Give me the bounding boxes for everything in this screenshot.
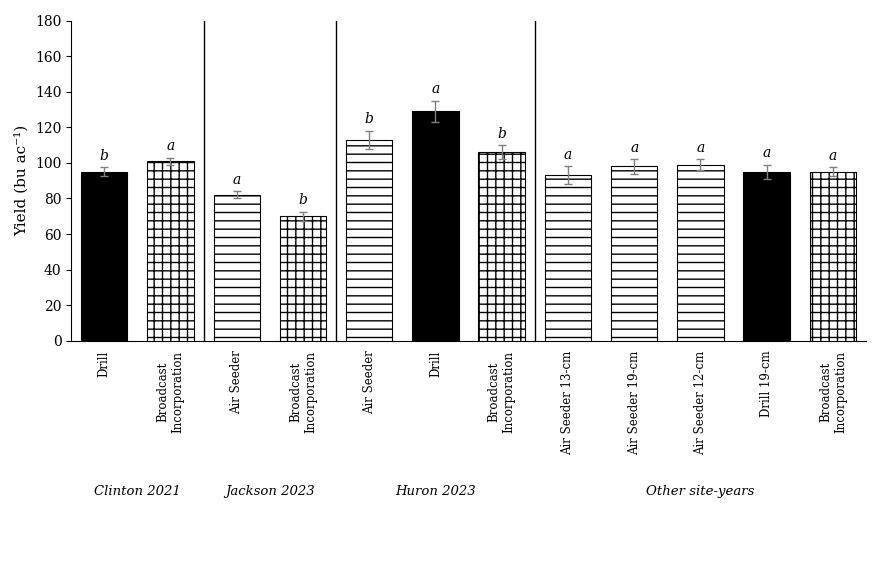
Bar	[280, 216, 326, 341]
Bar	[213, 195, 260, 341]
Text: Other site-years: Other site-years	[646, 485, 755, 498]
Text: a: a	[167, 139, 174, 153]
Text: Jackson 2023: Jackson 2023	[225, 485, 315, 498]
Text: a: a	[564, 148, 572, 162]
Y-axis label: Yield (bu ac⁻¹): Yield (bu ac⁻¹)	[15, 125, 29, 236]
Text: a: a	[763, 146, 771, 160]
Bar	[346, 140, 392, 341]
Text: b: b	[100, 149, 108, 163]
Text: b: b	[299, 193, 307, 207]
Text: Huron 2023: Huron 2023	[395, 485, 476, 498]
Text: a: a	[432, 82, 440, 96]
Bar	[81, 172, 128, 341]
Text: Clinton 2021: Clinton 2021	[94, 485, 181, 498]
Bar	[412, 111, 459, 341]
Bar	[810, 172, 856, 341]
Text: a: a	[696, 141, 705, 155]
Bar	[544, 176, 591, 341]
Bar	[744, 172, 790, 341]
Text: a: a	[233, 173, 241, 187]
Bar	[147, 161, 194, 341]
Text: a: a	[829, 149, 837, 163]
Bar	[611, 166, 657, 341]
Bar	[478, 152, 525, 341]
Text: b: b	[365, 112, 374, 126]
Bar	[677, 165, 723, 341]
Text: a: a	[630, 141, 639, 155]
Text: b: b	[497, 127, 506, 141]
